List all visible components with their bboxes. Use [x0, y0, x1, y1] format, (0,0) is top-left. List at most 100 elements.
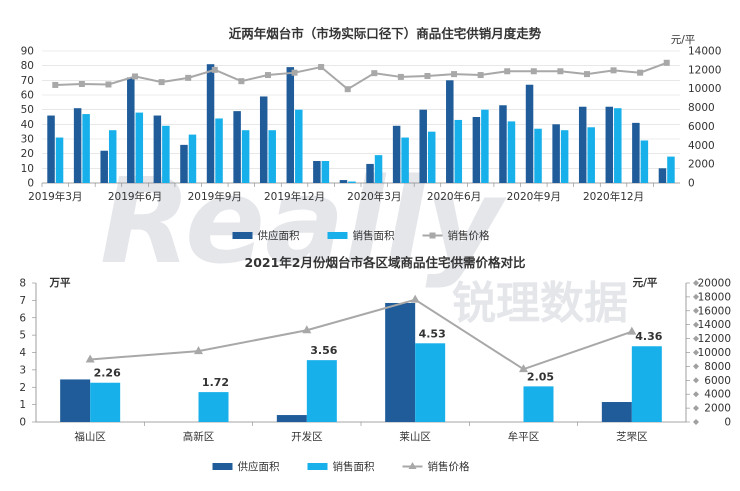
legend-marker — [429, 232, 436, 239]
y2-tick-label: 0 — [688, 178, 695, 190]
sales-bar — [523, 386, 554, 422]
price-point — [451, 71, 458, 78]
price-point — [264, 72, 271, 79]
sales-bar — [215, 118, 223, 183]
y2-tick-marker — [693, 349, 699, 356]
price-line — [55, 61, 668, 91]
sales-bar — [614, 108, 622, 183]
legend-label: 供应面积 — [238, 460, 280, 473]
watermark-text-cn: 锐理数据 — [452, 278, 628, 329]
y-tick-label: 80 — [21, 60, 34, 72]
chart1-title: 近两年烟台市（市场实际口径下）商品住宅供销月度走势 — [229, 26, 542, 41]
supply-bar — [180, 144, 188, 183]
price-point — [610, 67, 617, 74]
y-tick-label: 40 — [21, 119, 34, 131]
price-point — [132, 73, 139, 80]
y2-tick-marker — [693, 419, 699, 425]
price-point — [302, 325, 312, 334]
price-point — [291, 69, 298, 76]
y-tick-label: 90 — [21, 46, 34, 58]
legend-swatch — [232, 232, 253, 239]
sales-data-label: 2.26 — [94, 367, 121, 380]
sales-data-label: 3.56 — [310, 344, 337, 357]
y-tick-label: 0 — [19, 417, 26, 429]
supply-bar — [632, 122, 640, 183]
y2-tick-label: 20000 — [698, 278, 731, 290]
y2-tick-label: 14000 — [698, 319, 731, 331]
supply-bar — [286, 67, 295, 183]
y-tick-label: 7 — [19, 295, 26, 307]
x-tick-label: 2020年9月 — [507, 190, 561, 203]
price-point — [85, 354, 95, 363]
chart2-plot-area: 0 1 2 3 4 5 6 7 8 0 2000 4000 6000 8000 10000 12000 1400… — [19, 278, 731, 444]
price-point — [477, 72, 484, 79]
y-tick-label: 70 — [21, 75, 34, 87]
price-point — [663, 59, 670, 66]
price-point — [78, 81, 85, 87]
sales-bar — [268, 130, 276, 183]
y2-tick-marker — [693, 321, 699, 328]
supply-bar — [578, 106, 587, 183]
price-point — [158, 79, 165, 86]
supply-bar — [525, 84, 534, 183]
y-tick-label: 50 — [21, 104, 34, 116]
sales-bar — [667, 156, 675, 183]
category-label: 牟平区 — [508, 430, 540, 443]
supply-bar — [552, 124, 560, 183]
x-tick-label: 2019年9月 — [188, 190, 242, 203]
sales-bar — [135, 112, 144, 183]
price-point — [627, 326, 637, 335]
x-tick-label: 2020年3月 — [347, 190, 401, 203]
price-point — [530, 68, 537, 75]
price-point — [211, 66, 218, 73]
category-label: 开发区 — [291, 430, 323, 443]
sales-bar — [427, 131, 436, 183]
sales-bar — [162, 125, 170, 183]
price-point — [194, 346, 203, 355]
sales-bar — [454, 119, 463, 183]
supply-bar — [100, 150, 108, 183]
y-tick-label: 3 — [19, 364, 26, 376]
sales-bar — [55, 137, 64, 183]
y-tick-label: 60 — [21, 90, 34, 102]
y-tick-label: 20 — [21, 148, 34, 160]
y2-tick-label: 12000 — [688, 64, 721, 76]
category-label: 福山区 — [74, 430, 106, 443]
category-label: 芝罘区 — [616, 430, 648, 443]
y-tick-label: 30 — [21, 134, 34, 146]
price-point — [583, 71, 590, 78]
x-tick-label: 2019年6月 — [108, 190, 162, 203]
y2-tick-marker — [693, 405, 699, 412]
supply-bar — [601, 402, 632, 422]
chart2-title: 2021年2月份烟台市各区域商品住宅供需价格对比 — [245, 255, 526, 270]
sales-bar — [481, 109, 489, 183]
y2-tick-label: 6000 — [688, 121, 715, 133]
sales-bar — [295, 109, 303, 183]
supply-bar — [446, 80, 454, 183]
y2-tick-label: 6000 — [704, 375, 731, 387]
supply-bar — [339, 180, 348, 183]
y-tick-label: 1 — [19, 399, 26, 411]
supply-bar — [419, 109, 427, 183]
chart1-right-axis-unit: 元/平 — [671, 34, 696, 46]
sales-bar — [188, 134, 197, 183]
sales-bar — [108, 130, 117, 183]
chart2-right-axis-unit: 元/平 — [633, 277, 658, 289]
y-tick-label: 5 — [19, 330, 26, 342]
legend-swatch — [327, 232, 348, 239]
price-point — [105, 81, 112, 88]
supply-bar — [127, 77, 135, 183]
y2-tick-marker — [693, 293, 699, 300]
y2-tick-label: 16000 — [698, 305, 731, 317]
price-line — [90, 298, 633, 371]
district-comparison-chart: 2021年2月份烟台市各区域商品住宅供需价格对比 万平 元/平 0 1 2 3 4 5 6 7… — [19, 255, 731, 473]
supply-bar — [233, 111, 241, 183]
y2-tick-marker — [693, 307, 699, 314]
price-point — [424, 72, 431, 79]
supply-bar — [153, 115, 162, 183]
sales-bar — [640, 140, 649, 183]
y2-tick-label: 4000 — [704, 389, 731, 401]
sales-data-label: 1.72 — [202, 376, 229, 389]
legend-label: 销售面积 — [353, 229, 395, 242]
